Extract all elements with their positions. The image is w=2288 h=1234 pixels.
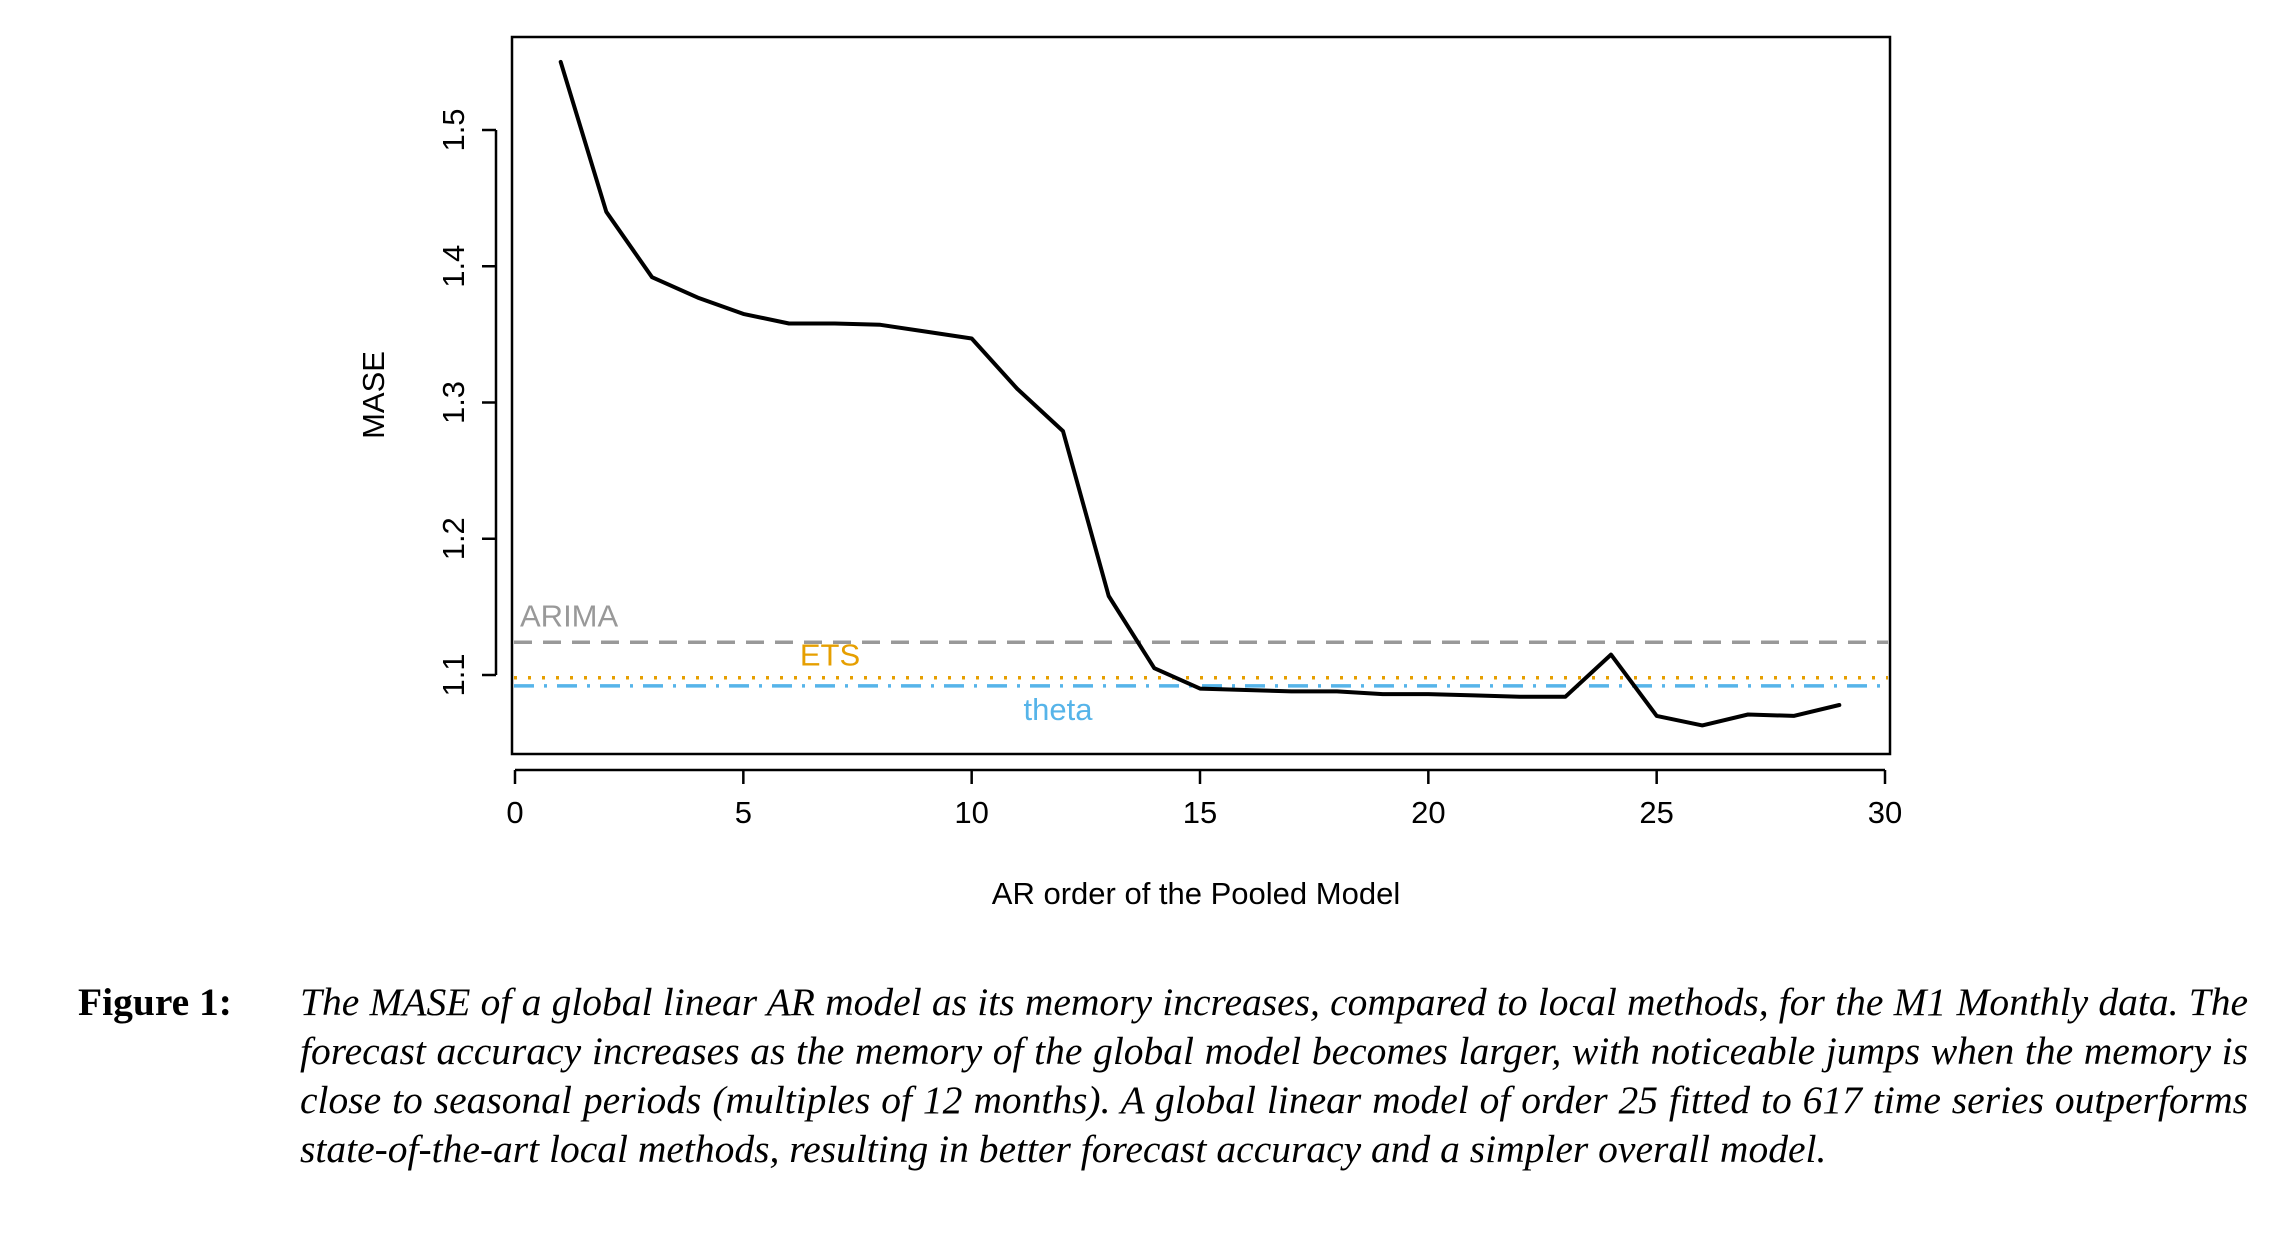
caption-text: The MASE of a global linear AR model as …	[300, 980, 2248, 1171]
reference-label-theta: theta	[1024, 692, 1094, 727]
x-tick-label: 0	[506, 795, 523, 830]
x-tick-label: 10	[954, 795, 988, 830]
y-axis: 1.1 1.2 1.3 1.4 1.5	[436, 108, 498, 697]
y-tick-label: 1.5	[436, 108, 471, 151]
reference-label-ets: ETS	[800, 638, 860, 673]
plot-frame	[510, 35, 1892, 756]
caption-label: Figure 1:	[78, 980, 232, 1024]
series-lines	[558, 59, 1842, 728]
reference-lines: ARIMA ETS theta	[514, 598, 1888, 727]
x-axis: 0 5 10 15 20 25 30	[506, 768, 1902, 830]
y-tick-label: 1.3	[436, 381, 471, 424]
x-tick-label: 5	[735, 795, 752, 830]
y-tick-label: 1.4	[436, 245, 471, 288]
y-tick-label: 1.2	[436, 517, 471, 560]
x-tick-label: 15	[1183, 795, 1217, 830]
reference-label-arima: ARIMA	[520, 598, 619, 633]
series-line-mase	[558, 59, 1842, 728]
y-tick-label: 1.1	[436, 653, 471, 696]
y-axis-label: MASE	[356, 351, 391, 439]
x-tick-label: 25	[1639, 795, 1673, 830]
x-tick-label: 30	[1868, 795, 1902, 830]
x-axis-label: AR order of the Pooled Model	[992, 876, 1400, 911]
x-tick-label: 20	[1411, 795, 1445, 830]
